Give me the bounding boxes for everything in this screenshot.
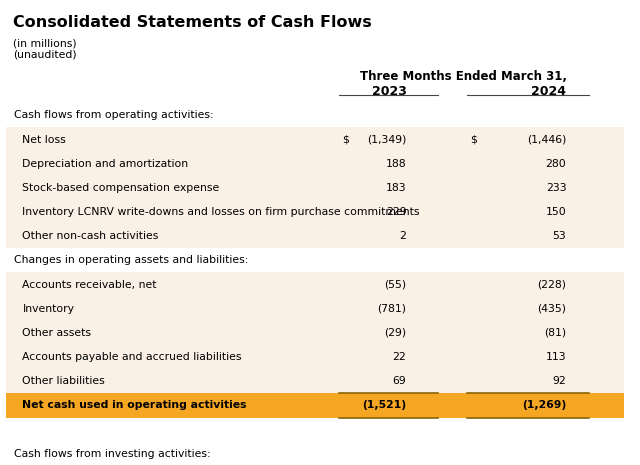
Text: 2: 2: [399, 231, 406, 241]
Text: (in millions): (in millions): [13, 38, 76, 48]
Text: 2024: 2024: [531, 85, 566, 98]
Text: Changes in operating assets and liabilities:: Changes in operating assets and liabilit…: [14, 255, 248, 266]
Text: $: $: [342, 134, 349, 145]
Text: Three Months Ended March 31,: Three Months Ended March 31,: [360, 70, 568, 83]
Text: (228): (228): [538, 279, 566, 290]
Text: Stock-based compensation expense: Stock-based compensation expense: [22, 183, 220, 193]
Text: $: $: [470, 134, 477, 145]
Text: 53: 53: [553, 231, 566, 241]
Text: 2023: 2023: [372, 85, 406, 98]
Text: Accounts receivable, net: Accounts receivable, net: [22, 279, 157, 290]
Text: Net loss: Net loss: [22, 134, 66, 145]
Text: 229: 229: [386, 207, 406, 217]
Text: 183: 183: [386, 183, 406, 193]
Text: Depreciation and amortization: Depreciation and amortization: [22, 159, 189, 169]
Text: 188: 188: [386, 159, 406, 169]
Text: Consolidated Statements of Cash Flows: Consolidated Statements of Cash Flows: [13, 15, 372, 30]
Text: (unaudited): (unaudited): [13, 50, 76, 60]
Text: (29): (29): [384, 328, 406, 338]
Text: Inventory LCNRV write-downs and losses on firm purchase commitments: Inventory LCNRV write-downs and losses o…: [22, 207, 420, 217]
Text: 92: 92: [553, 376, 566, 386]
Text: (435): (435): [538, 304, 566, 314]
Text: (81): (81): [544, 328, 566, 338]
Text: Cash flows from investing activities:: Cash flows from investing activities:: [14, 449, 211, 459]
Text: Other liabilities: Other liabilities: [22, 376, 105, 386]
Text: Accounts payable and accrued liabilities: Accounts payable and accrued liabilities: [22, 352, 242, 362]
Text: 233: 233: [546, 183, 566, 193]
Text: 280: 280: [546, 159, 566, 169]
Text: Inventory: Inventory: [22, 304, 74, 314]
Text: Cash flows from operating activities:: Cash flows from operating activities:: [14, 110, 214, 120]
Text: (1,521): (1,521): [362, 400, 406, 411]
Text: Net cash used in operating activities: Net cash used in operating activities: [22, 400, 247, 411]
Text: (1,269): (1,269): [522, 400, 566, 411]
Text: Other assets: Other assets: [22, 328, 92, 338]
Text: Other non-cash activities: Other non-cash activities: [22, 231, 159, 241]
Text: (1,446): (1,446): [527, 134, 566, 145]
Text: (55): (55): [384, 279, 406, 290]
Text: 69: 69: [393, 376, 406, 386]
Text: (1,349): (1,349): [367, 134, 406, 145]
Text: (781): (781): [378, 304, 406, 314]
Text: 150: 150: [546, 207, 566, 217]
Text: 113: 113: [546, 352, 566, 362]
Text: 22: 22: [393, 352, 406, 362]
